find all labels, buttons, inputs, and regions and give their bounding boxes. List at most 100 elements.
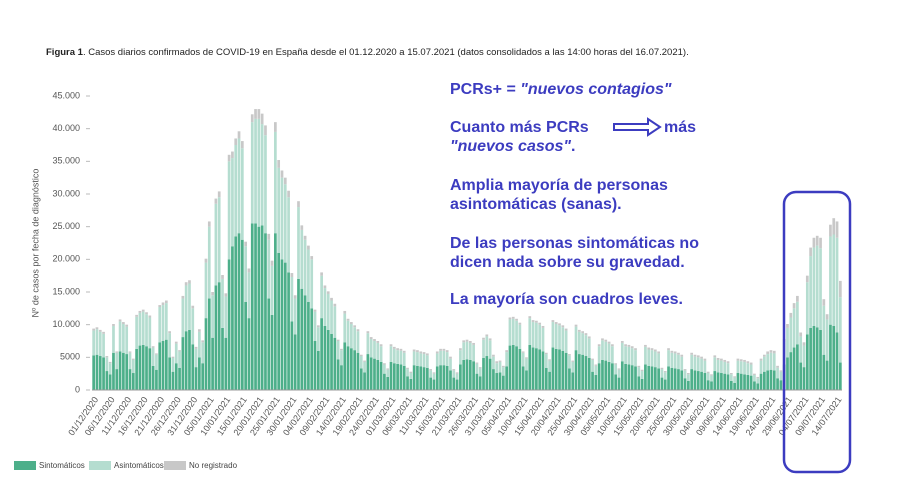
bar-segment — [313, 309, 317, 312]
bar-segment — [155, 353, 158, 355]
bar-segment — [340, 350, 343, 366]
bar-segment — [290, 321, 294, 390]
bar-segment — [736, 360, 740, 374]
bar-segment — [832, 325, 836, 390]
bar-segment — [330, 333, 333, 390]
bar-segment — [637, 367, 641, 377]
annotation: La mayoría son cuadros leves. — [450, 291, 683, 308]
bar-segment — [112, 352, 115, 390]
bar-segment — [825, 314, 829, 320]
bar-segment — [320, 318, 323, 390]
bar-segment — [131, 358, 135, 360]
bar-segment — [620, 341, 624, 343]
bar-segment — [125, 326, 129, 355]
bar-segment — [792, 303, 796, 309]
bar-segment — [270, 314, 274, 390]
bar-segment — [501, 367, 505, 376]
bar-segment — [155, 369, 158, 390]
bar-segment — [416, 350, 419, 353]
bar-segment — [198, 331, 201, 358]
bar-segment — [148, 348, 152, 390]
bar-segment — [396, 363, 399, 390]
bar-segment — [518, 322, 522, 325]
bar-segment — [350, 322, 353, 325]
bar-segment — [812, 247, 816, 326]
bar-segment — [614, 374, 618, 390]
bar-segment — [178, 350, 181, 352]
bar-segment — [498, 372, 502, 390]
bar-segment — [558, 323, 561, 326]
bar-segment — [624, 346, 627, 364]
bar-segment — [125, 324, 129, 327]
bar-segment — [287, 190, 290, 198]
bar-segment — [214, 203, 218, 286]
bar-segment — [449, 358, 452, 371]
bar-segment — [604, 339, 608, 342]
bar-segment — [584, 356, 588, 390]
bar-segment — [376, 342, 380, 360]
bar-segment — [779, 370, 783, 372]
bar-segment — [287, 272, 290, 390]
bar-segment — [571, 360, 575, 362]
bar-segment — [168, 333, 171, 358]
bar-segment — [739, 373, 743, 390]
bar-segment — [231, 246, 234, 390]
bar-segment — [161, 305, 165, 341]
bar-segment — [287, 197, 290, 273]
bar-segment — [729, 380, 733, 390]
bar-segment — [115, 351, 119, 353]
bar-segment — [657, 351, 660, 354]
bar-segment — [260, 225, 264, 390]
bar-segment — [647, 349, 651, 366]
bar-segment — [548, 359, 551, 361]
bar-segment — [468, 341, 472, 343]
bar-segment — [829, 224, 832, 237]
bar-segment — [452, 377, 456, 390]
bar-segment — [426, 367, 429, 390]
bar-segment — [746, 374, 750, 390]
bar-segment — [779, 371, 783, 381]
bar-segment — [772, 353, 776, 371]
bar-segment — [386, 376, 390, 390]
bar-segment — [696, 357, 700, 372]
bar-segment — [135, 316, 138, 349]
bar-segment — [594, 364, 598, 366]
bar-segment — [300, 229, 304, 289]
bar-segment — [776, 378, 779, 390]
bar-segment — [498, 361, 502, 373]
bar-segment — [280, 177, 284, 260]
bar-segment — [736, 358, 740, 361]
bar-segment — [244, 301, 247, 390]
bar-segment — [591, 358, 594, 360]
bar-segment — [746, 361, 750, 364]
bar-segment — [310, 308, 314, 390]
bar-segment — [293, 298, 297, 335]
bar-segment — [720, 358, 723, 361]
bar-segment — [356, 329, 360, 332]
bar-segment — [601, 338, 604, 341]
bar-segment — [379, 344, 383, 347]
bar-segment — [125, 354, 129, 390]
bar-segment — [359, 368, 363, 390]
bar-segment — [759, 373, 763, 390]
bar-segment — [277, 252, 281, 390]
bar-segment — [141, 344, 145, 390]
bar-segment — [703, 360, 707, 374]
bar-segment — [399, 348, 403, 351]
bar-segment — [108, 363, 112, 375]
bar-segment — [630, 346, 634, 349]
bar-segment — [412, 351, 416, 366]
bar-segment — [122, 322, 125, 325]
bar-segment — [118, 351, 122, 390]
bar-segment — [92, 330, 96, 356]
annotation: más — [664, 119, 696, 136]
bar-segment — [257, 226, 261, 390]
bar-segment — [749, 362, 753, 365]
bar-segment — [723, 359, 727, 362]
legend-label: Asintomáticos — [114, 461, 164, 470]
bar-segment — [102, 357, 105, 390]
bar-segment — [482, 339, 485, 358]
legend-swatch — [14, 461, 36, 470]
bar-segment — [835, 237, 839, 333]
bar-segment — [115, 369, 119, 390]
